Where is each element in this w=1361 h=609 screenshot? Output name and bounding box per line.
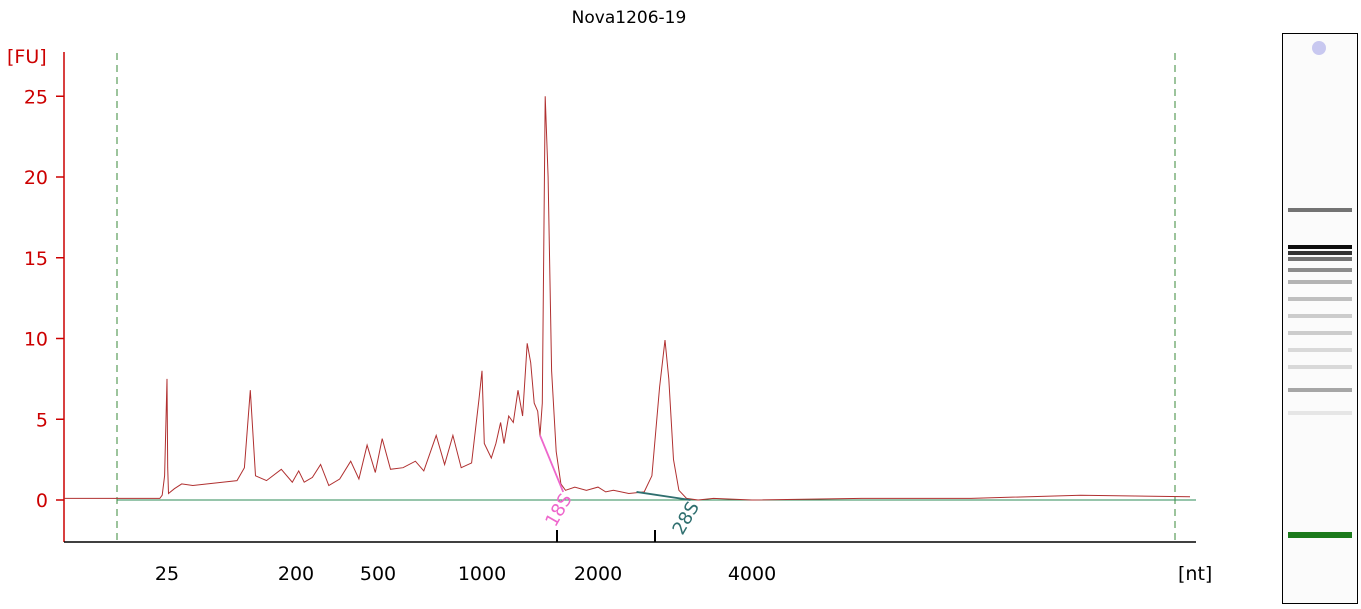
x-ticks: 25 200 500 1000 2000 4000 [155,563,776,585]
y-ticks: 0 5 10 15 20 25 [24,86,64,512]
series-trace [63,96,1191,501]
gel-dot-icon [1312,41,1326,55]
gel-band [1288,348,1352,353]
y-tick-label: 20 [24,167,48,189]
gel-band [1288,313,1352,318]
gel-band [1288,245,1352,250]
annotation-line [636,491,691,501]
gel-band [1288,365,1352,370]
gel-bands [1288,34,1352,603]
y-axis-label: [FU] [7,46,47,68]
gel-band [1288,279,1352,284]
x-tick-label: 25 [155,563,179,585]
annotation-label: 18S [541,490,576,530]
x-tick-label: 500 [360,563,396,585]
y-tick-label: 0 [36,490,48,512]
x-tick-label: 4000 [728,563,776,585]
annotation-line [539,435,565,493]
gel-band [1288,388,1352,393]
x-tick-label: 200 [278,563,314,585]
peak-annotations: 18S 28S [539,435,704,539]
chart-title: Nova1206-19 [572,8,687,28]
gel-band [1288,256,1352,261]
gel-band [1288,296,1352,301]
gel-band [1288,330,1352,335]
annotation-label: 28S [669,498,704,538]
y-tick-label: 10 [24,329,48,351]
gel-band [1288,250,1352,255]
y-tick-label: 25 [24,86,48,108]
y-tick-label: 15 [24,248,48,270]
gel-marker-band [1288,532,1352,538]
x-axis-label: [nt] [1178,563,1212,585]
gel-band [1288,208,1352,213]
gel-band [1288,410,1352,415]
y-tick-label: 5 [36,409,48,431]
x-tick-label: 1000 [458,563,506,585]
gel-band [1288,268,1352,273]
gel-lane [1282,33,1358,604]
x-tick-label: 2000 [574,563,622,585]
